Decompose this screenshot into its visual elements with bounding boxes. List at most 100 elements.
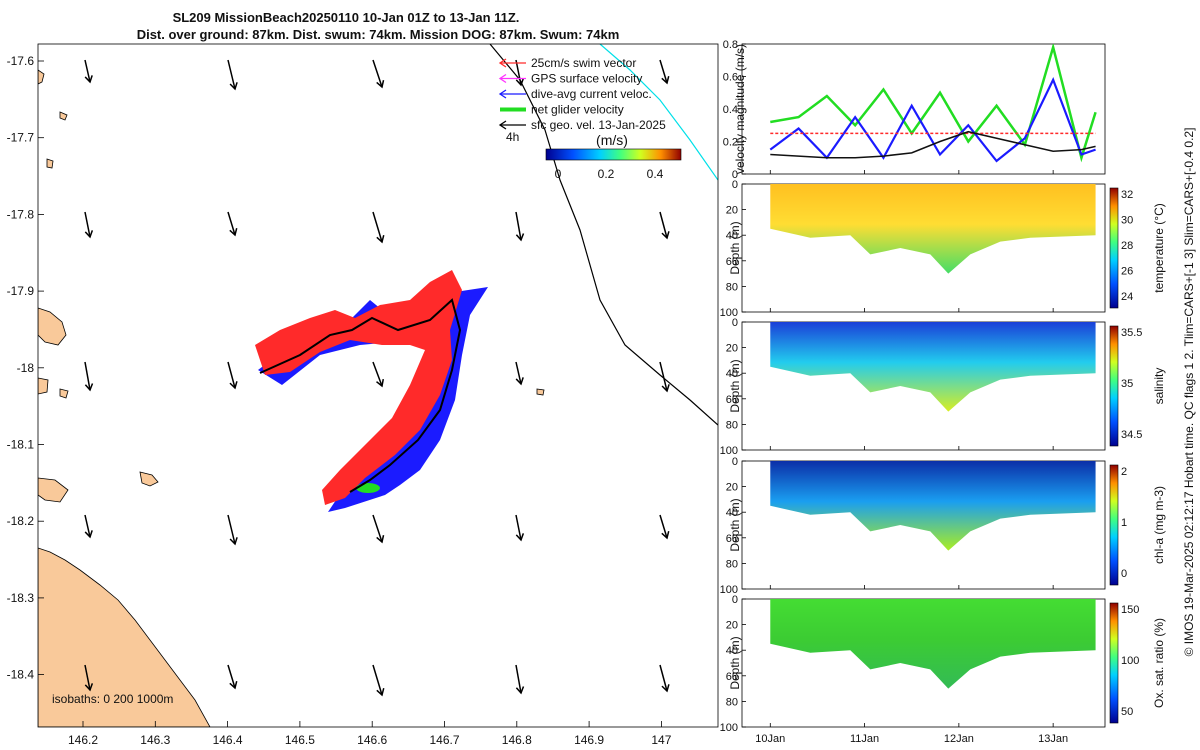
depth-tick-label: 80: [726, 419, 738, 431]
colorbar-tick-label: 26: [1121, 266, 1133, 278]
colorbar-tick-label: 2: [1121, 466, 1127, 478]
island-3: [38, 477, 69, 503]
section-data-field: [770, 599, 1096, 689]
geo-velocity-arrow: [372, 59, 385, 89]
velocity-y-axis: 0 0.2 0.4 0.6 0.8: [723, 39, 1054, 181]
map-y-tick-label: -17.7: [7, 131, 35, 145]
time-tick-label: 12Jan: [944, 733, 974, 745]
colorbar-tick-label: 150: [1121, 604, 1139, 616]
depth-tick-label: 40: [726, 368, 738, 380]
colorbar-tick-label: 100: [1121, 655, 1139, 667]
map-title-line2: Dist. over ground: 87km. Dist. swum: 74k…: [137, 27, 620, 42]
geo-velocity-arrow: [659, 361, 670, 393]
depth-tick-label: 20: [726, 482, 738, 494]
geo-velocity-arrow: [84, 59, 93, 84]
geo-velocity-arrow: [84, 664, 94, 692]
colorbar-tick-label: 34.5: [1121, 429, 1142, 441]
legend-item-geo: sfc geo. vel. 13-Jan-2025: [498, 118, 666, 132]
time-tick-label: 13Jan: [1038, 733, 1068, 745]
map-y-tick-label: -17.6: [7, 54, 35, 68]
map-x-tick-label: 146.6: [357, 733, 387, 747]
depth-axis-label: Depth (m): [728, 221, 742, 274]
map-legend: 25cm/s swim vector GPS surface velocitydi…: [498, 56, 666, 144]
depth-axis-label: Depth (m): [728, 636, 742, 689]
map-x-tick-label: 147: [651, 733, 671, 747]
colorbar-tick-label: 0: [1121, 568, 1127, 580]
speed-colorbar-tick: 0.4: [647, 167, 664, 181]
legend-label: sfc geo. vel. 13-Jan-2025: [531, 118, 666, 132]
legend-item-gps: GPS surface velocity: [498, 72, 642, 86]
glider-track-line: [259, 298, 462, 493]
map-y-tick-label: -18.1: [7, 438, 35, 452]
velocity-ylabel: velocity magnitude (m/s): [733, 44, 747, 174]
map-x-axis: 146.2 146.3 146.4 146.5 146.6 146.7 146.8 146.9…: [68, 721, 672, 747]
map-panel: SL209 MissionBeach20250110 10-Jan 01Z to…: [7, 10, 719, 747]
map-x-tick-label: 146.4: [213, 733, 243, 747]
island-1: [38, 307, 67, 346]
time-axis: 10Jan 11Jan 12Jan 13Jan: [755, 733, 1068, 745]
geo-velocity-arrow: [84, 514, 93, 539]
island-4: [38, 69, 45, 85]
section-data-field: [770, 184, 1096, 274]
velocity-y-tick-label: 0: [732, 169, 738, 181]
geo-velocity-arrow: [84, 361, 94, 392]
geo-velocity-arrow: [372, 514, 385, 544]
geo-velocity-arrow: [659, 59, 670, 85]
isobath-200-line: [489, 44, 718, 426]
depth-tick-label: 60: [726, 256, 738, 268]
section-data-field: [770, 461, 1096, 551]
speed-colorbar: (m/s) 0 0.2 0.4: [545, 132, 682, 181]
map-x-tick-label: 146.9: [574, 733, 604, 747]
map-y-tick-label: -18.2: [7, 514, 35, 528]
colorbar-tick-label: 35: [1121, 378, 1133, 390]
map-title-line1: SL209 MissionBeach20250110 10-Jan 01Z to…: [173, 10, 520, 25]
map-x-tick-label: 146.8: [502, 733, 532, 747]
geo-velocity-arrow: [515, 211, 525, 242]
island-7: [536, 388, 545, 396]
depth-tick-label: 40: [726, 230, 738, 242]
depth-tick-label: 80: [726, 558, 738, 570]
colorbar-label: Ox. sat. ratio (%): [1152, 618, 1166, 708]
speed-colorbar-tick: 0.2: [598, 167, 615, 181]
geo-velocity-arrow: [515, 361, 524, 386]
depth-tick-label: 0: [732, 456, 738, 468]
island-6: [59, 111, 68, 121]
colorbar-tick-label: 30: [1121, 215, 1133, 227]
legend-item-swim: 25cm/s swim vector: [498, 56, 636, 70]
isobath-1000-line: [599, 44, 718, 181]
map-x-tick-label: 146.5: [285, 733, 315, 747]
depth-tick-label: 100: [720, 584, 738, 596]
ref-arrow-label: 4h: [506, 130, 519, 144]
speed-colorbar-tick: 0: [555, 167, 562, 181]
section-panel-3: 0 20 40 60 80 100 Depth (m) 2 1 0 chl-a (mg m-3): [720, 456, 1166, 596]
geo-velocity-arrow: [84, 211, 94, 239]
time-tick-label: 10Jan: [755, 733, 785, 745]
geo-velocity-arrow: [372, 211, 385, 244]
island-9: [59, 388, 69, 399]
isobaths-label: isobaths: 0 200 1000m: [52, 692, 173, 706]
colorbar-label: chl-a (mg m-3): [1152, 486, 1166, 564]
colorbar-label: salinity: [1152, 368, 1166, 405]
depth-tick-label: 0: [732, 317, 738, 329]
section-panel-1: 0 20 40 60 80 100 Depth (m) 32 30 28 26 24 temperatu…: [720, 179, 1166, 319]
island-5: [46, 158, 54, 169]
colorbar-tick-label: 35.5: [1121, 327, 1142, 339]
depth-tick-label: 0: [732, 179, 738, 191]
section-colorbar: [1109, 187, 1119, 309]
legend-item-net: net glider velocity: [500, 103, 624, 117]
section-colorbar: [1109, 325, 1119, 447]
colorbar-tick-label: 28: [1121, 240, 1133, 252]
colorbar-tick-label: 24: [1121, 291, 1133, 303]
map-y-tick-label: -18: [17, 361, 35, 375]
map-frame: [37, 43, 719, 728]
colorbar-tick-label: 1: [1121, 517, 1127, 529]
depth-tick-label: 60: [726, 671, 738, 683]
map-y-tick-label: -18.3: [7, 591, 35, 605]
island-8: [38, 377, 49, 395]
geo-velocity-arrow: [515, 59, 525, 87]
geo-velocity-arrow: [227, 514, 238, 546]
depth-tick-label: 20: [726, 205, 738, 217]
velocity-y-tick-label: 0.6: [723, 72, 738, 84]
